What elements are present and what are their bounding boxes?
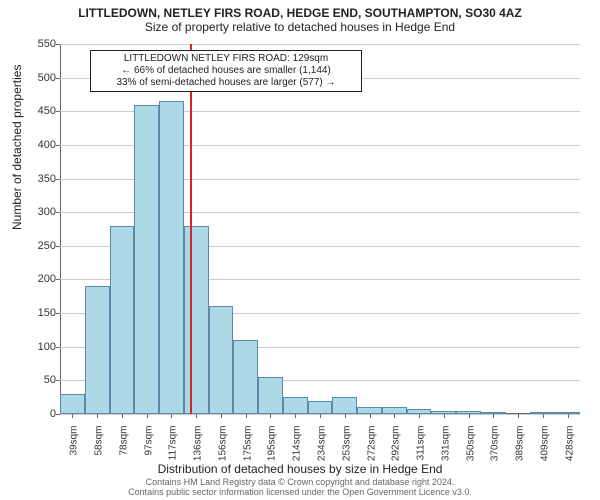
x-tick-label: 234sqm	[317, 426, 328, 466]
x-tick-label: 195sqm	[267, 426, 278, 466]
x-tick-label: 39sqm	[69, 426, 80, 466]
x-tick-label: 78sqm	[118, 426, 129, 466]
annotation-line: ← 66% of detached houses are smaller (1,…	[95, 65, 357, 77]
x-tick-mark	[122, 414, 123, 418]
x-tick-label: 156sqm	[217, 426, 228, 466]
y-tick-mark	[56, 279, 60, 280]
y-tick-mark	[56, 145, 60, 146]
annotation-box: LITTLEDOWN NETLEY FIRS ROAD: 129sqm← 66%…	[90, 50, 362, 92]
footer-line-2: Contains public sector information licen…	[0, 488, 600, 498]
y-tick-label: 400	[6, 139, 56, 151]
attribution-footer: Contains HM Land Registry data © Crown c…	[0, 478, 600, 498]
x-tick-mark	[97, 414, 98, 418]
reference-line	[190, 44, 192, 414]
x-tick-mark	[246, 414, 247, 418]
x-tick-mark	[270, 414, 271, 418]
y-tick-label: 50	[6, 374, 56, 386]
annotation-line: LITTLEDOWN NETLEY FIRS ROAD: 129sqm	[95, 53, 357, 65]
y-tick-mark	[56, 44, 60, 45]
histogram-bar	[308, 401, 333, 414]
x-tick-mark	[419, 414, 420, 418]
histogram-bar	[258, 377, 283, 414]
x-tick-mark	[568, 414, 569, 418]
y-tick-mark	[56, 179, 60, 180]
x-tick-label: 409sqm	[539, 426, 550, 466]
x-tick-mark	[171, 414, 172, 418]
x-tick-label: 58sqm	[94, 426, 105, 466]
y-tick-mark	[56, 246, 60, 247]
histogram-bar	[110, 226, 135, 414]
x-tick-label: 97sqm	[143, 426, 154, 466]
y-tick-label: 250	[6, 240, 56, 252]
y-tick-label: 350	[6, 173, 56, 185]
x-tick-mark	[295, 414, 296, 418]
x-tick-mark	[469, 414, 470, 418]
x-tick-mark	[444, 414, 445, 418]
x-tick-mark	[196, 414, 197, 418]
y-tick-label: 200	[6, 273, 56, 285]
y-axis-line	[60, 44, 61, 414]
y-tick-label: 0	[6, 408, 56, 420]
y-tick-mark	[56, 78, 60, 79]
y-tick-label: 550	[6, 38, 56, 50]
histogram-bar	[184, 226, 209, 414]
plot-area: LITTLEDOWN NETLEY FIRS ROAD: 129sqm← 66%…	[60, 44, 580, 414]
x-tick-label: 428sqm	[564, 426, 575, 466]
x-tick-label: 214sqm	[292, 426, 303, 466]
title-address: LITTLEDOWN, NETLEY FIRS ROAD, HEDGE END,…	[0, 6, 600, 20]
x-tick-label: 389sqm	[515, 426, 526, 466]
x-tick-mark	[221, 414, 222, 418]
histogram-bar	[332, 397, 357, 414]
title-subtitle: Size of property relative to detached ho…	[0, 20, 600, 36]
histogram-bar	[382, 407, 407, 414]
x-tick-label: 350sqm	[465, 426, 476, 466]
x-tick-label: 292sqm	[391, 426, 402, 466]
histogram-bar	[209, 306, 234, 414]
y-tick-mark	[56, 414, 60, 415]
x-tick-label: 272sqm	[366, 426, 377, 466]
x-tick-label: 370sqm	[490, 426, 501, 466]
x-tick-label: 253sqm	[341, 426, 352, 466]
histogram-bar	[85, 286, 110, 414]
x-tick-label: 311sqm	[416, 426, 427, 466]
histogram-bar	[159, 101, 184, 414]
histogram-bar	[60, 394, 85, 414]
y-tick-label: 300	[6, 206, 56, 218]
y-tick-mark	[56, 380, 60, 381]
x-tick-mark	[345, 414, 346, 418]
y-tick-label: 100	[6, 341, 56, 353]
x-tick-label: 175sqm	[242, 426, 253, 466]
x-tick-label: 331sqm	[440, 426, 451, 466]
histogram-bar	[134, 105, 159, 414]
x-tick-mark	[543, 414, 544, 418]
x-tick-mark	[72, 414, 73, 418]
y-tick-mark	[56, 313, 60, 314]
histogram-bar	[357, 407, 382, 414]
x-tick-mark	[147, 414, 148, 418]
x-tick-label: 136sqm	[193, 426, 204, 466]
x-tick-mark	[493, 414, 494, 418]
histogram-bar	[233, 340, 258, 414]
x-tick-mark	[518, 414, 519, 418]
y-tick-mark	[56, 347, 60, 348]
y-tick-label: 150	[6, 307, 56, 319]
y-tick-label: 500	[6, 72, 56, 84]
histogram-bar	[283, 397, 308, 414]
grid-line	[60, 44, 580, 45]
y-tick-mark	[56, 212, 60, 213]
title-block: LITTLEDOWN, NETLEY FIRS ROAD, HEDGE END,…	[0, 6, 600, 36]
y-tick-mark	[56, 111, 60, 112]
chart-root: LITTLEDOWN, NETLEY FIRS ROAD, HEDGE END,…	[0, 0, 600, 500]
y-tick-label: 450	[6, 105, 56, 117]
x-tick-mark	[320, 414, 321, 418]
x-tick-label: 117sqm	[168, 426, 179, 466]
annotation-line: 33% of semi-detached houses are larger (…	[95, 77, 357, 89]
x-tick-mark	[370, 414, 371, 418]
x-axis-label: Distribution of detached houses by size …	[0, 462, 600, 476]
x-tick-mark	[394, 414, 395, 418]
